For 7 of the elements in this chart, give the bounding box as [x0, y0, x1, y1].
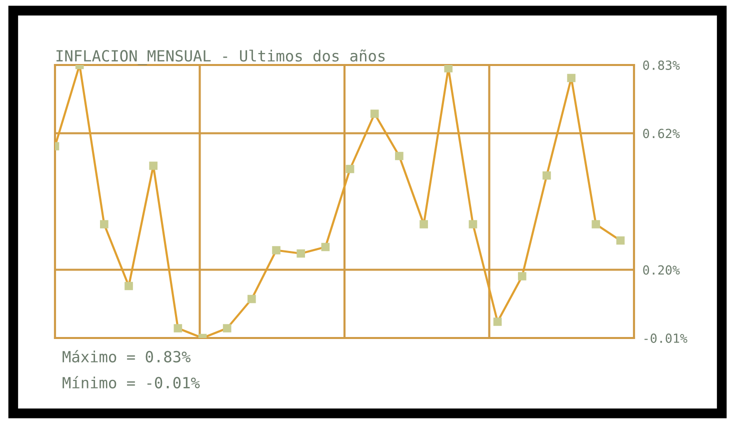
chart-title: INFLACION_MENSUAL - Ultimos dos años [56, 50, 385, 65]
y-tick-label: 0.20% [643, 265, 680, 275]
y-tick-label: 0.83% [643, 60, 680, 70]
text: Mínimo = -0.01% [62, 376, 200, 388]
text: Máximo = 0.83% [62, 350, 191, 362]
y-tick-label: 0.62% [643, 128, 680, 138]
y-tick-label: -0.01% [644, 334, 688, 343]
